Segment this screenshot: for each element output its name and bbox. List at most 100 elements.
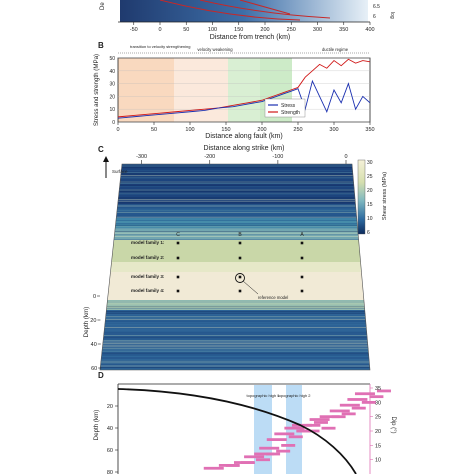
- panel-b-ytick-label: 40: [109, 69, 115, 75]
- stress-streak: [100, 167, 370, 168]
- surface-marker: Surface: [103, 156, 128, 178]
- regime-bar: transition to velocity strengthening vel…: [118, 44, 370, 54]
- legend-strength: Strength: [281, 110, 300, 116]
- column-b: B: [238, 232, 242, 238]
- colorbar-tick-label: 25: [367, 174, 373, 180]
- panel-b-ytick-label: 30: [109, 82, 115, 88]
- stress-streak: [100, 352, 370, 354]
- stress-streak: [100, 183, 370, 184]
- model-dot: [300, 289, 304, 293]
- dip-segment: [288, 435, 303, 439]
- stress-band: [100, 262, 370, 272]
- panel-d-dip-tick-label: 10: [375, 458, 381, 464]
- stress-streak: [100, 327, 370, 328]
- stress-streak: [100, 351, 370, 352]
- stress-streak: [100, 316, 370, 317]
- panel-b-xtick-label: 200: [257, 127, 266, 133]
- reference-label: reference model: [258, 295, 288, 300]
- stress-streak: [100, 168, 370, 170]
- stress-streak: [100, 208, 370, 210]
- stress-streak: [100, 176, 370, 178]
- stress-streak: [100, 192, 370, 194]
- panel-a-tick-label: 0: [158, 27, 161, 33]
- stress-streak: [100, 324, 370, 325]
- stress-streak: [100, 335, 370, 336]
- dip-segment: [347, 398, 368, 401]
- column-c: C: [176, 232, 180, 238]
- panel-a-tick-label: 150: [234, 27, 243, 33]
- stress-streak: [100, 216, 370, 218]
- stress-streak: [100, 322, 370, 324]
- model-families: model family 1: model family 2: model fa…: [131, 240, 165, 293]
- stress-streak: [100, 231, 370, 232]
- panel-b-xtick-label: 300: [329, 127, 338, 133]
- stress-band: [100, 218, 370, 228]
- stress-streak: [100, 215, 370, 216]
- model-dot: [300, 241, 304, 245]
- panel-d-dip-tick-label: 25: [375, 415, 381, 421]
- panel-a-ylabel: De: [100, 2, 106, 10]
- stress-streak: [100, 165, 370, 167]
- colorbar-tick-label: 10: [367, 216, 373, 222]
- depth-label-c: Depth (km): [83, 307, 90, 338]
- dip-segment: [284, 426, 305, 430]
- panel-b: B transition to velocity strengthening v…: [93, 41, 375, 140]
- panel-a-tick-label: 50: [183, 27, 189, 33]
- dip-segment: [321, 426, 336, 430]
- dip-segment: [274, 432, 295, 436]
- surface-label: Surface: [112, 169, 128, 174]
- stress-streak: [100, 210, 370, 212]
- panel-d-dip-tick-label: 20: [375, 429, 381, 435]
- dip-segment: [281, 444, 296, 447]
- panel-c: C Distance along strike (km) -300 -200 -10…: [83, 145, 388, 372]
- panel-d-dip-tick-label: 30: [375, 400, 381, 406]
- dip-segment: [351, 406, 366, 410]
- stress-streak: [100, 312, 370, 314]
- colorbar-tick-label: 20: [367, 188, 373, 194]
- model-dot: [176, 289, 180, 293]
- regime-ductile: ductile regime: [322, 47, 349, 52]
- panel-b-label: B: [98, 41, 104, 50]
- model-family-3: model family 3:: [131, 274, 165, 279]
- stress-streak: [100, 226, 370, 228]
- stress-streak: [100, 224, 370, 226]
- panel-d: D topographic high 1 topographic high 2 …: [93, 371, 396, 474]
- panel-c-top-tick-label: 0: [344, 154, 347, 160]
- column-a: A: [300, 232, 304, 238]
- panel-c-top-tick-label: -300: [136, 154, 147, 160]
- panel-a-right-label: log: [389, 12, 395, 19]
- stress-streak: [100, 229, 370, 231]
- stress-streak: [100, 204, 370, 205]
- reference-model-marker: [235, 273, 245, 283]
- stress-streak: [100, 309, 370, 311]
- stress-streak: [100, 178, 370, 180]
- regime-vw: velocity weakening: [197, 47, 233, 52]
- panel-b-xtick-label: 0: [116, 127, 119, 133]
- stress-streak: [100, 320, 370, 322]
- stress-streak: [100, 223, 370, 224]
- stress-streak: [100, 184, 370, 186]
- stress-streak: [100, 317, 370, 319]
- dip-segment: [339, 403, 360, 407]
- stress-band: [100, 164, 370, 205]
- stress-streak: [100, 359, 370, 360]
- panel-d-ytick-label: 60: [107, 448, 113, 454]
- panel-d-label: D: [98, 371, 104, 380]
- stress-band: [100, 300, 370, 310]
- stress-streak: [100, 202, 370, 204]
- panel-a: -50 0 50 100 150 200 250 300 350 400 Distance fro…: [100, 0, 395, 41]
- model-family-2: model family 2:: [131, 255, 165, 260]
- topo-high-1: [254, 385, 272, 474]
- region-vs: [118, 58, 174, 122]
- dip-segment: [319, 415, 340, 419]
- stress-streak: [100, 340, 370, 341]
- panel-b-xtick-label: 150: [221, 127, 230, 133]
- stress-streak: [100, 232, 370, 234]
- panel-c-depth-tick-label: 0: [93, 294, 96, 300]
- model-dot: [238, 275, 242, 279]
- stress-band: [100, 240, 370, 262]
- panel-a-tick-label: 200: [260, 27, 269, 33]
- panel-d-ylabel: Depth (km): [93, 410, 100, 441]
- stress-streak: [100, 344, 370, 346]
- panel-b-ytick-label: 50: [109, 56, 115, 62]
